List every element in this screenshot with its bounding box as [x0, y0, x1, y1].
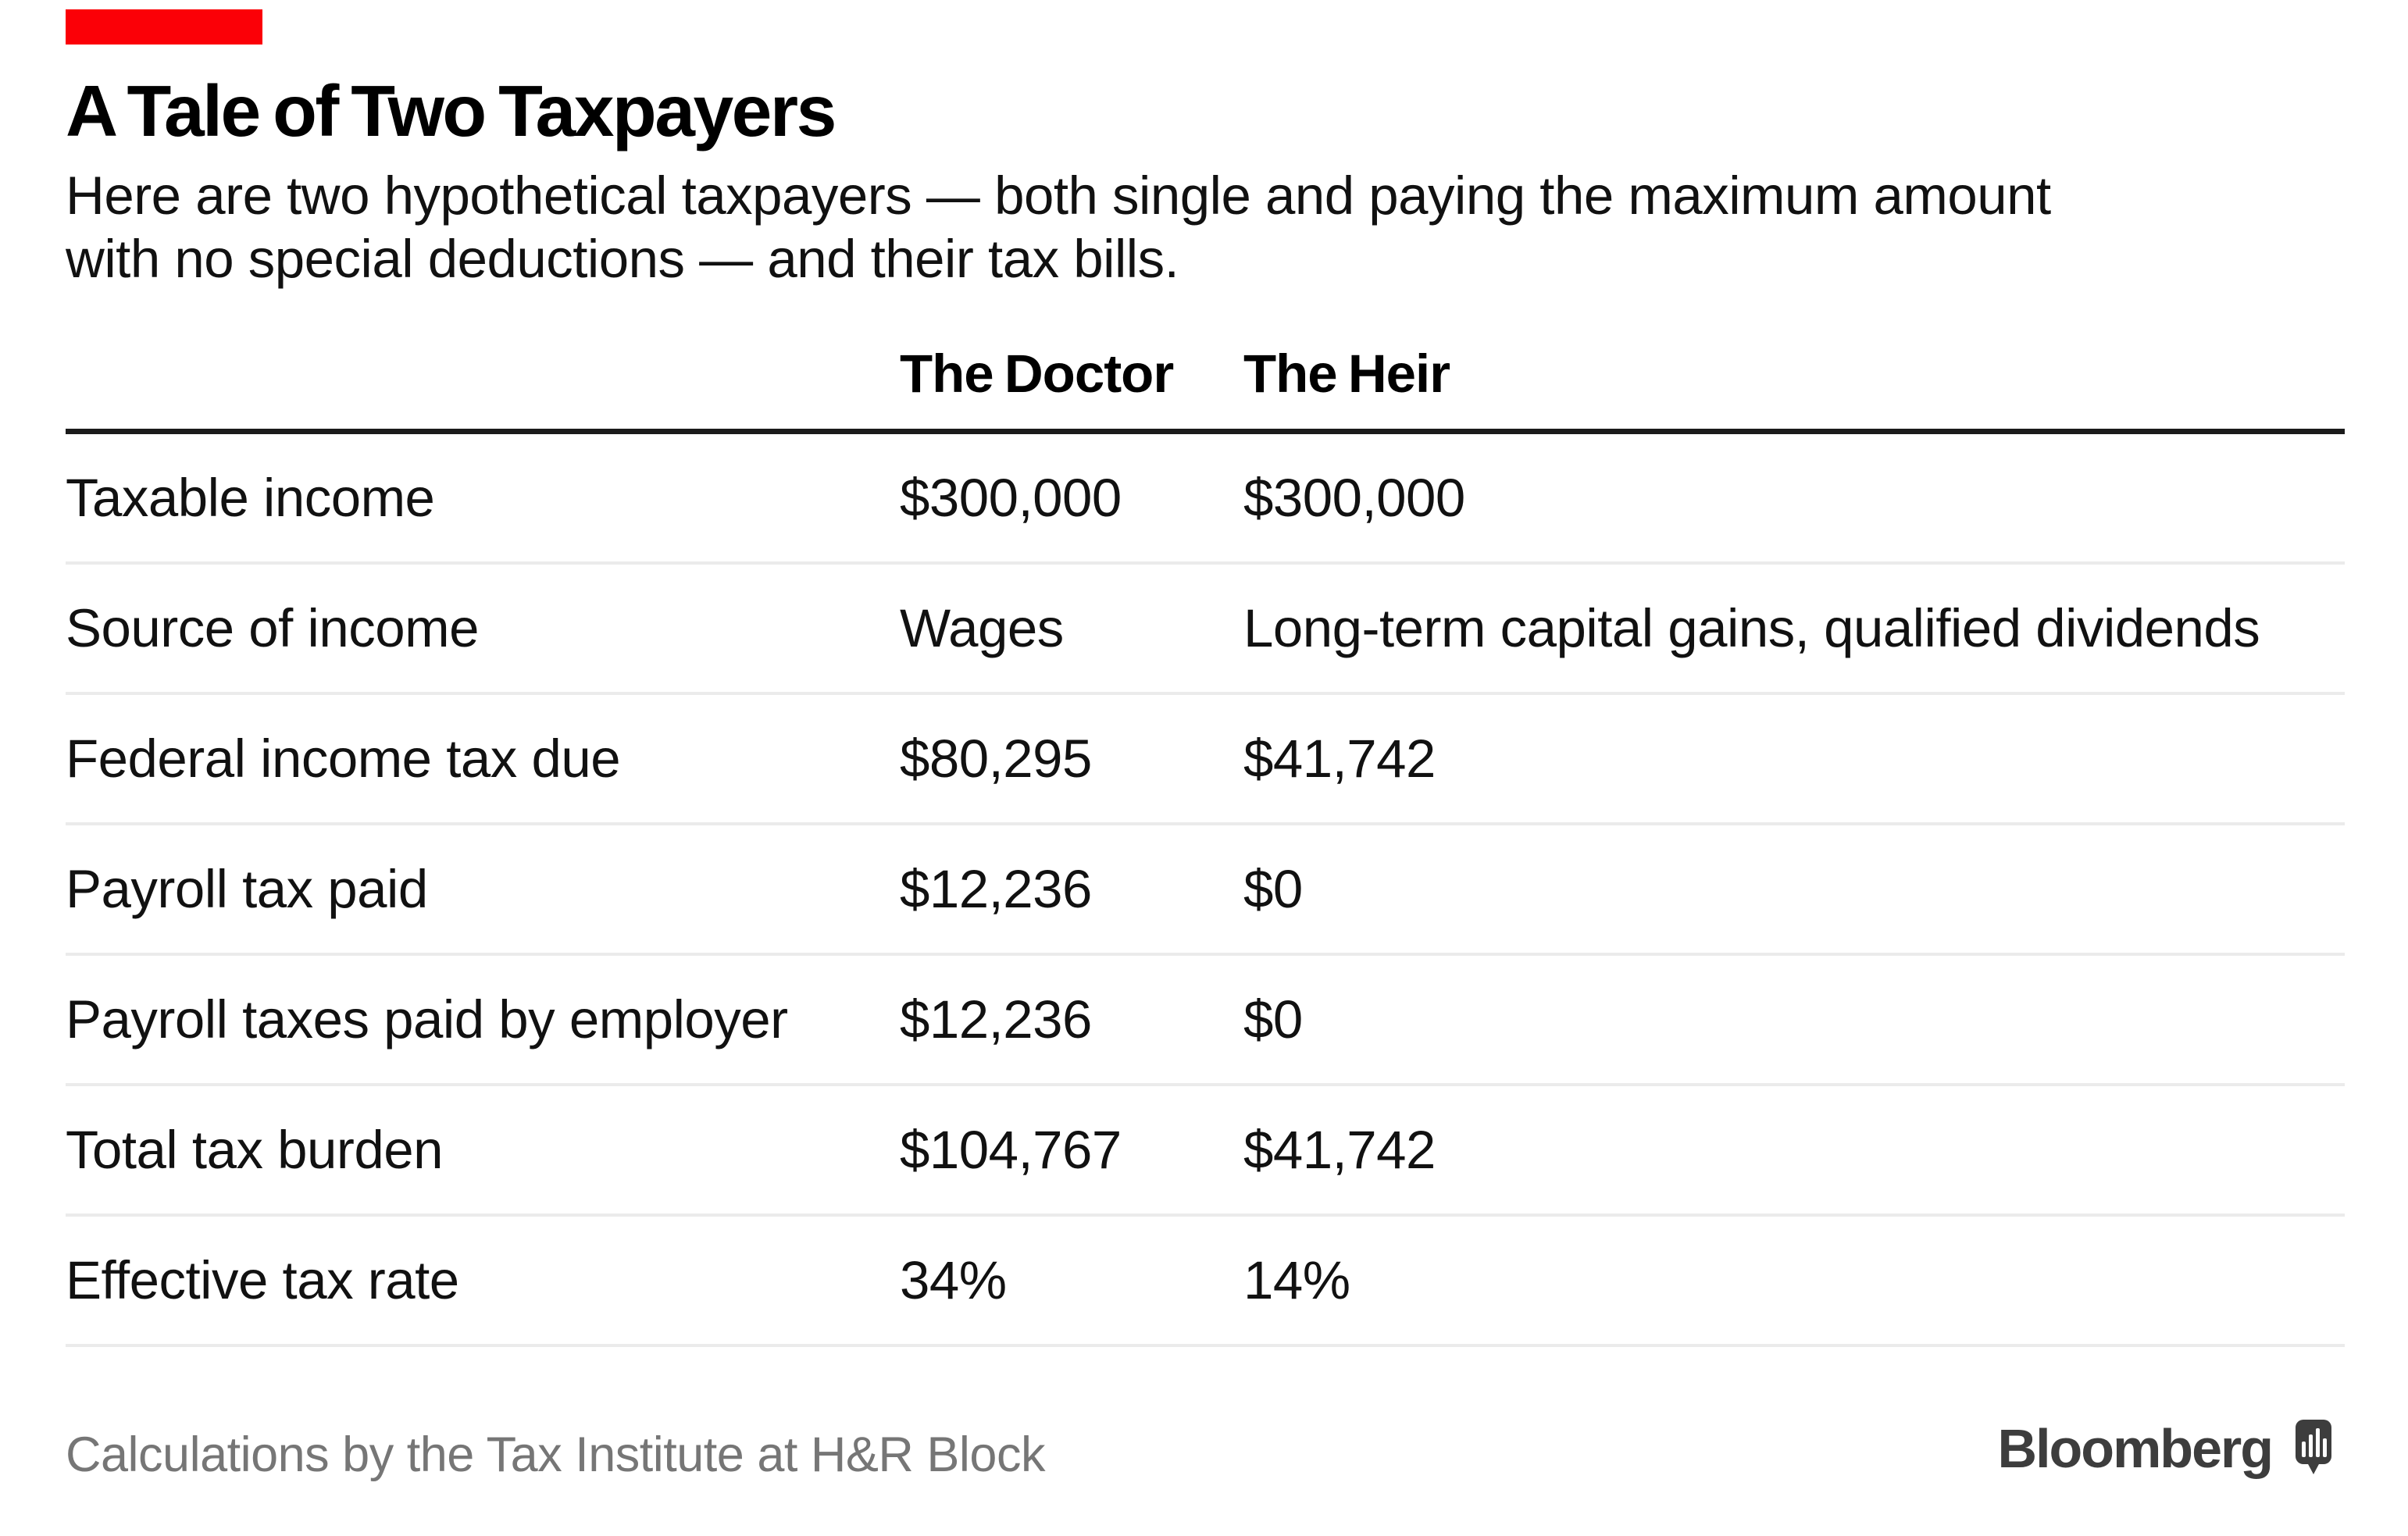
doctor-value: $300,000 — [900, 468, 1122, 528]
doctor-value: $12,236 — [900, 989, 1092, 1050]
row-label: Taxable income — [66, 468, 435, 528]
subtitle-line-1: Here are two hypothetical taxpayers — bo… — [66, 166, 2051, 226]
row-label: Source of income — [66, 598, 479, 658]
table-row: Total tax burden $104,767 $41,742 — [66, 1086, 2345, 1217]
heir-value: $300,000 — [1243, 468, 1465, 528]
row-label: Payroll taxes paid by employer — [66, 989, 788, 1050]
table-row: Payroll tax paid $12,236 $0 — [66, 825, 2345, 956]
table-row: Payroll taxes paid by employer $12,236 $… — [66, 956, 2345, 1086]
bloomberg-logo: Bloomberg — [1998, 1420, 2331, 1476]
doctor-value: $12,236 — [900, 859, 1092, 919]
page-title: A Tale of Two Taxpayers — [66, 70, 837, 151]
table-header-rule — [66, 429, 2345, 434]
column-header-doctor: The Doctor — [900, 344, 1174, 404]
subtitle-line-2: with no special deductions — and their t… — [66, 229, 1179, 289]
source-credit: Calculations by the Tax Institute at H&R… — [66, 1427, 1045, 1482]
heir-value: $41,742 — [1243, 1120, 1436, 1180]
heir-value: Long-term capital gains, qualified divid… — [1243, 598, 2260, 658]
bar-chart-speech-bubble-icon — [2296, 1420, 2331, 1474]
table-row: Source of income Wages Long-term capital… — [66, 565, 2345, 695]
comparison-table: Taxable income $300,000 $300,000 Source … — [66, 434, 2345, 1347]
bloomberg-wordmark: Bloomberg — [1997, 1418, 2274, 1479]
table-row: Taxable income $300,000 $300,000 — [66, 434, 2345, 565]
row-label: Payroll tax paid — [66, 859, 428, 919]
doctor-value: $80,295 — [900, 729, 1092, 789]
doctor-value: $104,767 — [900, 1120, 1122, 1180]
subtitle: Here are two hypothetical taxpayers — bo… — [66, 164, 2051, 290]
row-label: Effective tax rate — [66, 1250, 459, 1310]
row-label: Total tax burden — [66, 1120, 444, 1180]
heir-value: $0 — [1243, 859, 1303, 919]
row-label: Federal income tax due — [66, 729, 621, 789]
column-header-heir: The Heir — [1243, 344, 1450, 404]
table-row: Effective tax rate 34% 14% — [66, 1217, 2345, 1347]
heir-value: $41,742 — [1243, 729, 1436, 789]
doctor-value: Wages — [900, 598, 1064, 658]
heir-value: $0 — [1243, 989, 1303, 1050]
bloomberg-red-bar — [66, 9, 262, 45]
heir-value: 14% — [1243, 1250, 1350, 1310]
doctor-value: 34% — [900, 1250, 1007, 1310]
table-row: Federal income tax due $80,295 $41,742 — [66, 695, 2345, 825]
